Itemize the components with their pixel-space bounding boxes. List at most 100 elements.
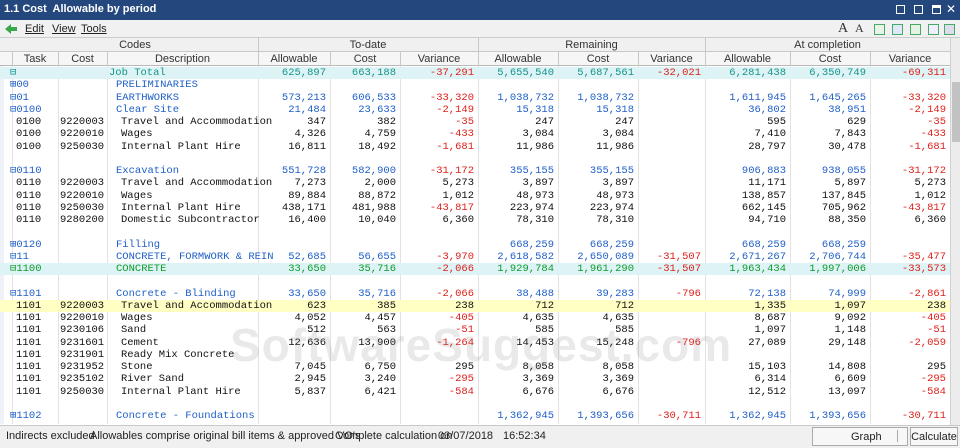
status-button[interactable]: Calculate — [910, 427, 958, 446]
amount: 88,872 — [358, 189, 396, 202]
status-text: Indirects excluded — [6, 430, 95, 442]
amount: 606,533 — [351, 91, 396, 104]
grid-line — [12, 66, 13, 424]
amount: 35,716 — [358, 263, 396, 275]
task-code: 0110 — [16, 177, 42, 190]
amount: 94,710 — [748, 214, 786, 226]
scrollbar[interactable] — [950, 38, 960, 425]
menu-item[interactable]: Tools — [81, 23, 107, 35]
cost-code: 9231952 — [60, 361, 105, 373]
column-label[interactable]: Allowable — [723, 53, 772, 65]
amount: 15,318 — [516, 103, 554, 116]
column-label[interactable]: Cost — [71, 53, 94, 65]
column-divider — [870, 52, 871, 66]
amount: 4,759 — [364, 128, 396, 141]
amount: -43,817 — [429, 201, 474, 214]
scrollbar-thumb[interactable] — [952, 82, 960, 142]
pin-button[interactable] — [896, 5, 905, 14]
amount: 2,706,744 — [809, 250, 866, 263]
column-divider — [478, 52, 479, 66]
amount: -796 — [675, 287, 701, 300]
column-label[interactable]: Cost — [353, 53, 377, 65]
amount: -31,172 — [901, 165, 946, 177]
menu-item[interactable]: Edit — [25, 23, 44, 35]
row-code[interactable]: ⊞00 — [10, 79, 29, 92]
amount: 438,171 — [281, 201, 326, 214]
amount: 1,611,945 — [729, 91, 786, 104]
amount: 1,997,006 — [809, 263, 866, 275]
description: Travel and Accommodation — [121, 299, 273, 312]
column-label[interactable]: Description — [154, 53, 211, 65]
amount: 1,038,732 — [497, 91, 554, 104]
amount: 347 — [307, 116, 326, 128]
row-code[interactable]: ⊟0110 — [10, 165, 42, 177]
column-label[interactable]: Variance — [650, 53, 693, 65]
description: Job Total — [109, 67, 166, 79]
group-label: At completion — [794, 39, 861, 51]
minimize-button[interactable] — [914, 5, 923, 14]
column-label[interactable]: Cost — [818, 53, 842, 65]
amount: 1,038,732 — [577, 91, 634, 104]
maximize-button[interactable] — [932, 5, 941, 14]
amount: 33,650 — [288, 287, 326, 300]
status-button[interactable]: Graph — [812, 427, 908, 446]
cost-code: 9250030 — [60, 385, 105, 398]
cost-code: 9230106 — [60, 324, 105, 337]
description: Filling — [116, 238, 161, 251]
row-code[interactable]: ⊟1101 — [10, 287, 42, 300]
column-label[interactable]: Task — [23, 53, 47, 65]
column-label[interactable]: Variance — [417, 53, 461, 65]
column-label[interactable]: Cost — [586, 53, 610, 65]
column-label[interactable]: Allowable — [270, 53, 318, 65]
amount: 385 — [377, 299, 396, 312]
menu-item[interactable]: View — [52, 23, 76, 35]
dropdown-icon[interactable] — [897, 430, 907, 442]
cost-code: 9280200 — [60, 214, 105, 226]
amount: 573,213 — [281, 91, 326, 104]
toolbar-icon[interactable] — [944, 24, 955, 35]
amount: -405 — [448, 312, 474, 324]
status-text: 16:52:34 — [503, 430, 546, 442]
row-code[interactable]: ⊟01 — [10, 91, 29, 104]
table-row: ⊟11 CONCRETE, FORMWORK & REIN 52,685 56,655… — [0, 251, 950, 263]
description: EARTHWORKS — [116, 91, 180, 104]
amount: 629 — [847, 116, 866, 128]
amount: -35 — [927, 116, 946, 128]
row-code[interactable]: ⊟ — [10, 67, 17, 79]
column-label[interactable]: Allowable — [494, 53, 542, 65]
table-row: ⊟01 EARTHWORKS 573,213 606,533 -33,320 1,038,… — [0, 92, 950, 104]
amount: 668,259 — [589, 238, 634, 251]
row-code[interactable]: ⊟0100 — [10, 103, 42, 116]
amount: -37,291 — [429, 67, 474, 79]
amount: -1,681 — [908, 140, 946, 153]
description: Wages — [121, 312, 153, 324]
group-divider — [705, 38, 706, 52]
amount: 4,635 — [522, 312, 554, 324]
row-code[interactable]: ⊟11 — [10, 250, 29, 263]
amount: 4,052 — [294, 312, 326, 324]
toolbar-icon[interactable] — [874, 24, 885, 35]
amount: 14,808 — [828, 361, 866, 373]
column-divider — [12, 52, 13, 66]
amount: 625,897 — [281, 67, 326, 79]
font-size-button[interactable]: A — [855, 21, 864, 35]
row-code[interactable]: ⊞0120 — [10, 238, 42, 251]
description: Excavation — [116, 165, 180, 177]
toolbar-icon[interactable] — [928, 24, 939, 35]
row-code[interactable]: ⊟1100 — [10, 263, 42, 275]
amount: 18,492 — [358, 140, 396, 153]
toolbar-icon[interactable] — [910, 24, 921, 35]
close-button[interactable]: ✕ — [946, 2, 957, 16]
grid-line — [790, 66, 791, 424]
column-label[interactable]: Variance — [888, 53, 932, 65]
amount: -32,021 — [656, 67, 701, 79]
amount: -33,320 — [901, 91, 946, 104]
font-size-button[interactable]: A — [838, 21, 849, 36]
row-code[interactable]: ⊞1102 — [10, 410, 42, 422]
toolbar-icon[interactable] — [892, 24, 903, 35]
table-row: 1101 9231601 Cement 12,636 13,900 -1,264 14,45… — [0, 337, 950, 349]
back-icon[interactable] — [4, 23, 18, 35]
table-row: 1101 9230106 Sand 512 563 -51 585 585 1,097 1,148… — [0, 324, 950, 336]
amount: 223,974 — [509, 201, 554, 214]
description: PRELIMINARIES — [116, 79, 198, 92]
